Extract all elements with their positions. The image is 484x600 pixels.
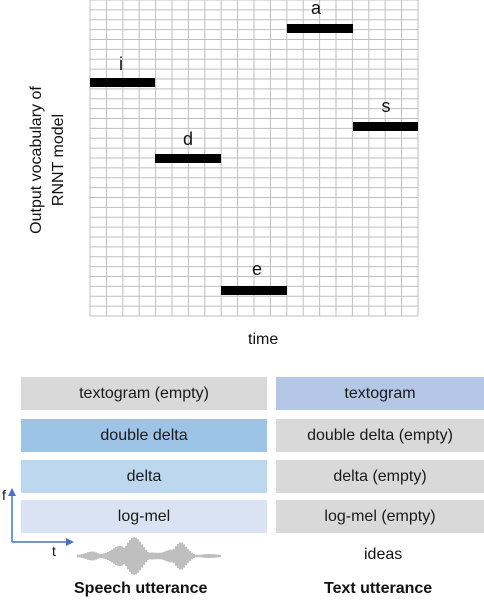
- token-segment-i: [90, 78, 155, 87]
- speech-textogram-box: textogram (empty): [21, 377, 267, 410]
- x-axis-label: time: [248, 331, 279, 348]
- speech-log-mel-box: log-mel: [21, 500, 267, 533]
- text-log-mel-box: log-mel (empty): [276, 500, 484, 533]
- time-frequency-axes-icon: [8, 488, 74, 546]
- speech-waveform-icon: [77, 537, 221, 575]
- text-input-ideas: ideas: [364, 546, 403, 563]
- token-label-s: s: [382, 96, 391, 116]
- text-textogram-box: textogram: [276, 377, 484, 410]
- token-segments: i d e a s: [90, 0, 418, 295]
- token-segment-s: [353, 122, 418, 131]
- waveform-lines: [77, 537, 221, 575]
- alignment-grid: [89, 0, 419, 317]
- y-axis-label-line2: RNNT model: [50, 113, 67, 207]
- token-label-e: e: [252, 259, 262, 279]
- token-label-i: i: [119, 54, 123, 74]
- speech-delta-box: delta: [21, 460, 267, 493]
- text-utterance-caption: Text utterance: [324, 580, 433, 597]
- frequency-axis-label: f: [2, 487, 6, 503]
- alignment-grid-figure: i d e a s: [89, 0, 419, 317]
- text-delta-box: delta (empty): [276, 460, 484, 493]
- token-segment-d: [155, 154, 221, 163]
- token-label-d: d: [183, 129, 193, 149]
- speech-utterance-caption: Speech utterance: [74, 580, 208, 597]
- token-label-a: a: [311, 0, 322, 18]
- y-axis-label: Output vocabulary of RNNT model: [26, 30, 70, 290]
- token-segment-e: [221, 286, 287, 295]
- token-segment-a: [287, 24, 353, 33]
- y-axis-label-line1: Output vocabulary of: [28, 86, 45, 234]
- text-double-delta-box: double delta (empty): [276, 419, 484, 452]
- time-axis-label: t: [52, 543, 56, 559]
- speech-double-delta-box: double delta: [21, 419, 267, 452]
